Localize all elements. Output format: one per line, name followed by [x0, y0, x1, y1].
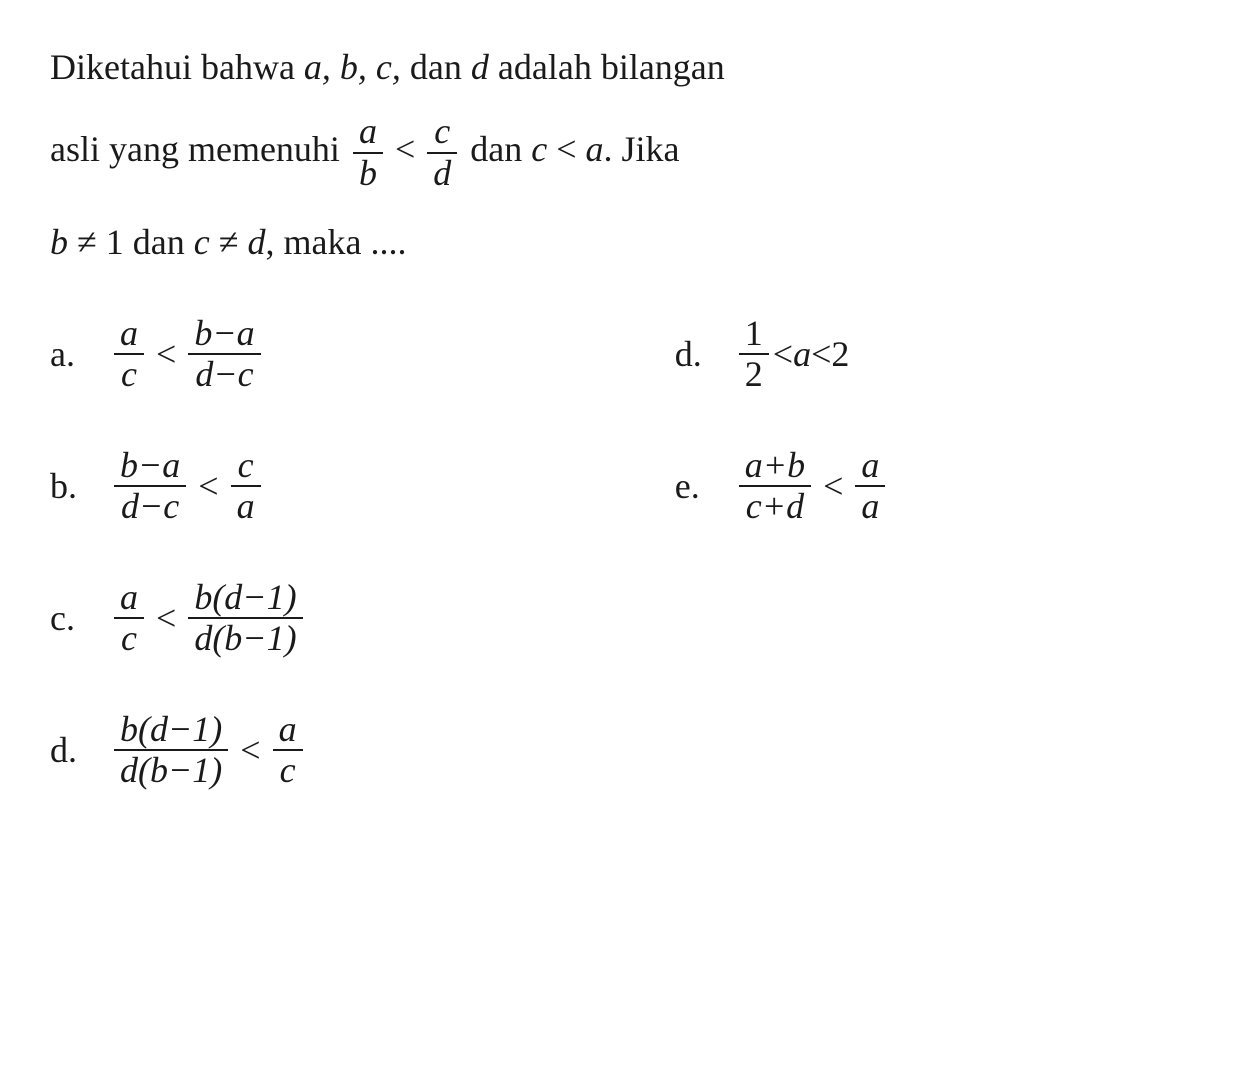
not-equal-1: ≠ 1 — [68, 222, 124, 262]
question-text: Diketahui bahwa a, b, c, dan d adalah bi… — [50, 40, 1186, 269]
variable-c: c — [531, 129, 547, 169]
text-segment: . Jika — [604, 129, 680, 169]
numerator: b(d−1) — [188, 578, 302, 620]
numerator: a — [273, 710, 303, 752]
text-segment: asli yang memenuhi — [50, 129, 349, 169]
option-content: 1 2 < a < 2 — [735, 314, 850, 395]
variable-d: d — [471, 47, 489, 87]
numerator: a — [114, 314, 144, 356]
less-than: < — [823, 459, 843, 513]
numerator: a — [353, 112, 383, 154]
question-line-1: Diketahui bahwa a, b, c, dan d adalah bi… — [50, 40, 1186, 94]
numerator: a — [855, 446, 885, 488]
variable-c: c — [194, 222, 210, 262]
text-segment: dan — [133, 222, 194, 262]
fraction-right: b−a d−c — [188, 314, 260, 395]
denominator: b — [353, 154, 383, 194]
fraction-right: b(d−1) d(b−1) — [188, 578, 302, 659]
denominator: d−c — [188, 355, 260, 395]
numerator: b−a — [188, 314, 260, 356]
numerator: c — [427, 112, 457, 154]
fraction-left: b−a d−c — [114, 446, 186, 527]
text-segment: dan — [470, 129, 531, 169]
variable-b: b — [50, 222, 68, 262]
denominator: d(b−1) — [188, 619, 302, 659]
less-than: < — [773, 327, 793, 381]
denominator: c — [273, 751, 303, 791]
options-right-column: d. 1 2 < a < 2 e. a+b c+d < — [675, 299, 1186, 827]
fraction-right: a c — [273, 710, 303, 791]
less-than-text: < — [547, 129, 585, 169]
option-e: e. a+b c+d < a a — [675, 431, 1186, 541]
option-content: a c < b(d−1) d(b−1) — [110, 578, 307, 659]
text-segment: Diketahui bahwa — [50, 47, 304, 87]
less-than: < — [395, 129, 415, 169]
options-left-column: a. a c < b−a d−c b. b−a d−c < — [50, 299, 675, 827]
fraction-left: a c — [114, 578, 144, 659]
numerator: b(d−1) — [114, 710, 228, 752]
variables: a, b, c, — [304, 47, 401, 87]
question-line-3: b ≠ 1 dan c ≠ d, maka .... — [50, 215, 1186, 269]
fraction-right: a a — [855, 446, 885, 527]
less-than: < — [198, 459, 218, 513]
option-c: c. a c < b(d−1) d(b−1) — [50, 563, 675, 673]
denominator: c — [114, 619, 144, 659]
text-segment: adalah bilangan — [489, 47, 725, 87]
option-content: b−a d−c < c a — [110, 446, 265, 527]
text-segment: , maka .... — [266, 222, 407, 262]
less-than: < — [156, 327, 176, 381]
denominator: d−c — [114, 487, 186, 527]
numerator: 1 — [739, 314, 769, 356]
option-b: b. b−a d−c < c a — [50, 431, 675, 541]
option-content: b(d−1) d(b−1) < a c — [110, 710, 307, 791]
not-equal: ≠ — [210, 222, 248, 262]
fraction-a-over-b: a b — [353, 112, 383, 193]
option-label: a. — [50, 327, 110, 381]
fraction-c-over-d: c d — [427, 112, 457, 193]
less-than: < — [240, 723, 260, 777]
option-content: a c < b−a d−c — [110, 314, 265, 395]
fraction-half: 1 2 — [739, 314, 769, 395]
denominator: d(b−1) — [114, 751, 228, 791]
number-2: 2 — [831, 327, 849, 381]
denominator: c+d — [739, 487, 811, 527]
denominator: c — [114, 355, 144, 395]
fraction-left: a+b c+d — [739, 446, 811, 527]
denominator: d — [427, 154, 457, 194]
numerator: a+b — [739, 446, 811, 488]
numerator: c — [231, 446, 261, 488]
less-than: < — [811, 327, 831, 381]
denominator: 2 — [739, 355, 769, 395]
variable-d: d — [248, 222, 266, 262]
option-a: a. a c < b−a d−c — [50, 299, 675, 409]
fraction-left: a c — [114, 314, 144, 395]
numerator: a — [114, 578, 144, 620]
variable-a: a — [586, 129, 604, 169]
question-line-2: asli yang memenuhi a b < c d dan c < a. … — [50, 112, 1186, 193]
text-segment: dan — [401, 47, 471, 87]
numerator: b−a — [114, 446, 186, 488]
option-d: d. 1 2 < a < 2 — [675, 299, 1186, 409]
denominator: a — [855, 487, 885, 527]
option-label: b. — [50, 459, 110, 513]
option-d-duplicate: d. b(d−1) d(b−1) < a c — [50, 695, 675, 805]
option-label: e. — [675, 459, 735, 513]
less-than: < — [156, 591, 176, 645]
option-content: a+b c+d < a a — [735, 446, 890, 527]
fraction-right: c a — [231, 446, 261, 527]
option-label: d. — [50, 723, 110, 777]
option-label: d. — [675, 327, 735, 381]
options-container: a. a c < b−a d−c b. b−a d−c < — [50, 299, 1186, 827]
option-label: c. — [50, 591, 110, 645]
fraction-left: b(d−1) d(b−1) — [114, 710, 228, 791]
denominator: a — [231, 487, 261, 527]
variable-a: a — [793, 327, 811, 381]
